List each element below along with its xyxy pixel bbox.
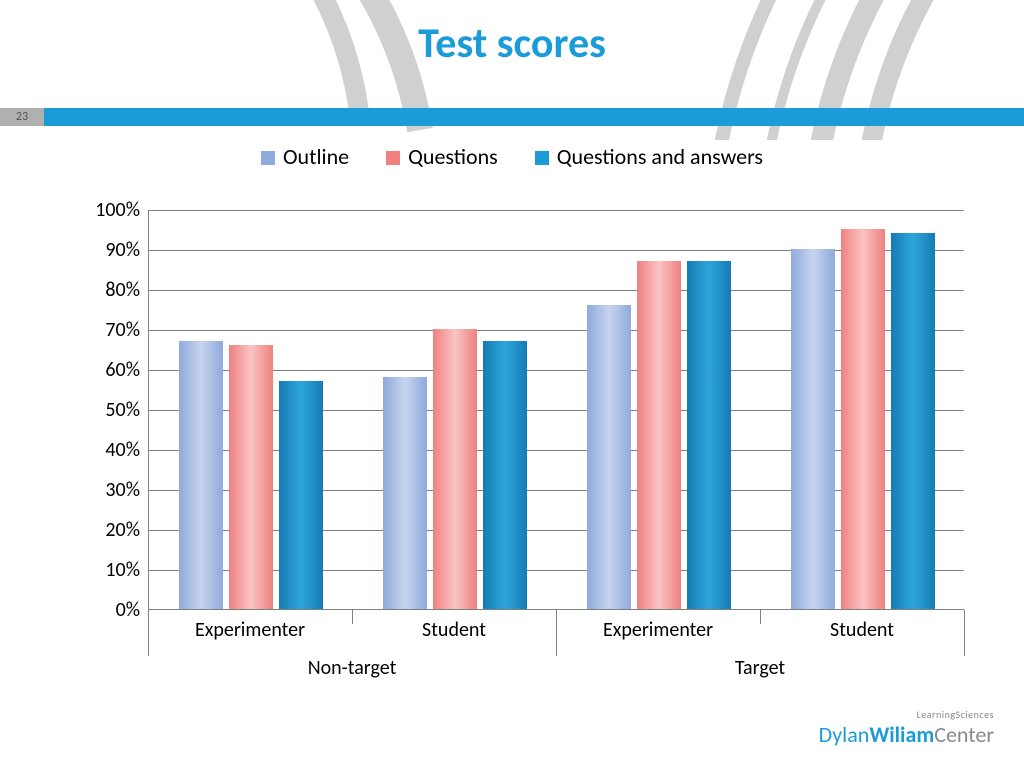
legend-label: Questions [408,143,498,170]
y-tick-label: 80% [80,278,140,302]
y-tick-label: 60% [80,358,140,382]
gridline [149,210,964,211]
x-minor-tick [760,610,761,624]
y-tick-label: 0% [80,598,140,622]
footer-logo: LearningSciences DylanWiliamCenter [819,708,994,748]
bar [483,341,527,609]
y-tick-label: 70% [80,318,140,342]
x-major-label: Non-target [148,656,556,680]
accent-bar [0,108,1024,126]
y-tick-label: 30% [80,478,140,502]
title-bar: Test scores [0,0,1024,95]
x-major-tick [964,610,965,656]
legend-label: Outline [283,143,349,170]
y-tick-label: 90% [80,238,140,262]
bar [383,377,427,609]
y-tick-label: 100% [80,198,140,222]
x-major-label: Target [556,656,964,680]
legend-label: Questions and answers [557,143,763,170]
bar [279,381,323,609]
legend-item: Outline [261,143,349,170]
y-tick-label: 10% [80,558,140,582]
bar [637,261,681,609]
chart: 0%10%20%30%40%50%60%70%80%90%100% Experi… [84,210,964,660]
x-major-tick [148,610,149,656]
footer-small: LearningSciences [819,708,994,721]
legend-item: Questions and answers [535,143,763,170]
y-axis: 0%10%20%30%40%50%60%70%80%90%100% [84,210,148,610]
plot-area [148,210,964,610]
slide: { "page_number": "23", "title": "Test sc… [0,0,1024,768]
x-minor-tick [352,610,353,624]
bar [433,329,477,609]
bar [891,233,935,609]
y-tick-label: 50% [80,398,140,422]
bar [179,341,223,609]
chart-legend: Outline Questions Questions and answers [0,143,1024,170]
x-minor-label: Experimenter [148,618,352,642]
bar [841,229,885,609]
legend-swatch [535,151,549,165]
legend-item: Questions [386,143,498,170]
legend-swatch [261,151,275,165]
page-title: Test scores [0,18,1024,69]
x-minor-label: Experimenter [556,618,760,642]
x-axis-major-labels: Non-targetTarget [148,656,964,692]
bar [791,249,835,609]
y-tick-label: 40% [80,438,140,462]
bar [587,305,631,609]
y-tick-label: 20% [80,518,140,542]
bar [229,345,273,609]
x-major-tick [556,610,557,656]
x-minor-label: Student [352,618,556,642]
legend-swatch [386,151,400,165]
x-minor-label: Student [760,618,964,642]
bar [687,261,731,609]
footer-main: DylanWiliamCenter [819,721,994,748]
page-number: 23 [0,108,44,126]
